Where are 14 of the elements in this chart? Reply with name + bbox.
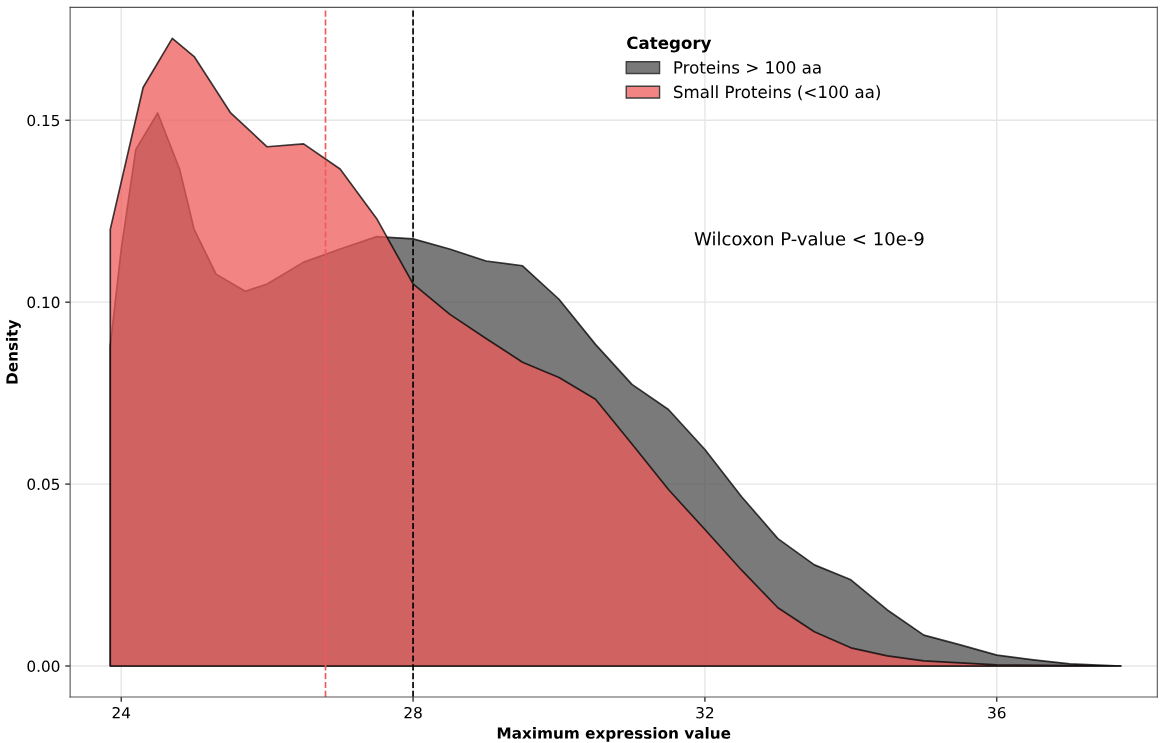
legend-label: Proteins > 100 aa (674, 60, 821, 74)
y-tick-label: 0.10 (27, 296, 60, 309)
y-axis-title: Density (5, 319, 21, 384)
x-tick-label: 32 (696, 706, 714, 719)
y-tick-label: 0.15 (27, 114, 60, 127)
annotation: Wilcoxon P-value < 10e-9 (694, 231, 924, 246)
x-tick-label: 36 (988, 706, 1006, 719)
legend-label: Small Proteins (<100 aa) (674, 85, 880, 101)
x-axis-title: Maximum expression value (497, 727, 731, 742)
y-tick-label: 0.00 (27, 660, 60, 673)
y-tick-label: 0.05 (27, 478, 60, 491)
legend-title: Category (627, 36, 712, 53)
x-tick-label: 24 (112, 706, 131, 719)
x-tick-label: 28 (404, 706, 422, 719)
